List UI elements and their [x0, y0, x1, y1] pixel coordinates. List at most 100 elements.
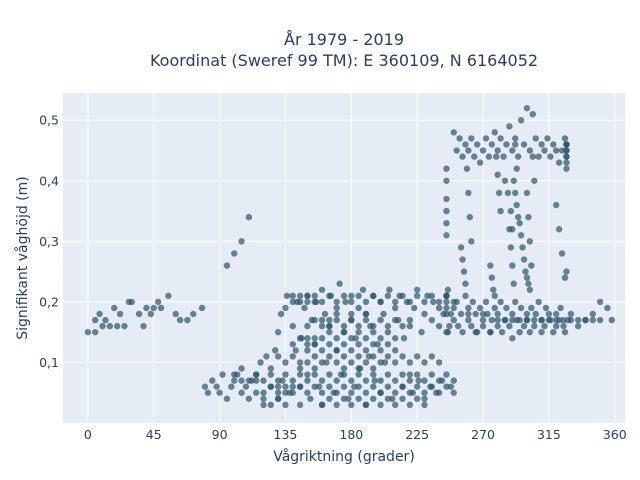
data-point	[526, 238, 534, 245]
data-point	[392, 298, 399, 306]
data-point	[282, 304, 289, 312]
data-point	[479, 310, 487, 318]
data-point	[516, 316, 523, 324]
data-point	[267, 371, 275, 378]
data-point	[500, 153, 507, 160]
data-point	[428, 383, 436, 390]
data-point	[283, 292, 291, 300]
data-point	[321, 310, 329, 318]
data-point	[238, 377, 245, 384]
data-point	[252, 377, 260, 384]
data-point	[362, 377, 370, 384]
data-point	[304, 347, 311, 354]
data-point	[460, 268, 468, 275]
data-point	[541, 147, 548, 154]
data-point	[370, 383, 377, 390]
data-point	[176, 316, 184, 324]
data-point	[450, 129, 457, 136]
data-point	[260, 377, 267, 384]
data-point	[520, 322, 528, 330]
data-point	[443, 310, 450, 318]
data-point	[488, 141, 496, 148]
data-point	[435, 322, 443, 330]
data-point	[370, 371, 377, 378]
data-point	[468, 238, 475, 245]
data-point	[443, 328, 450, 336]
data-point	[340, 292, 348, 300]
data-point	[435, 304, 443, 312]
data-point	[289, 322, 296, 330]
data-point	[453, 147, 460, 154]
data-point	[469, 298, 476, 306]
data-point	[503, 304, 510, 312]
data-point	[216, 389, 223, 396]
data-point	[307, 395, 314, 402]
data-point	[345, 395, 352, 402]
data-point	[567, 310, 575, 318]
data-point	[494, 171, 501, 178]
data-point	[501, 316, 509, 324]
data-point	[342, 298, 349, 306]
data-point	[574, 322, 582, 330]
data-point	[274, 328, 282, 336]
data-point	[333, 310, 340, 318]
data-point	[323, 359, 330, 366]
data-point	[377, 389, 384, 396]
data-point	[296, 365, 304, 372]
data-point	[501, 177, 509, 184]
data-point	[471, 153, 478, 160]
y-tick-label: 0,3	[39, 234, 59, 249]
data-point	[399, 322, 406, 330]
data-point	[532, 310, 539, 318]
data-point	[355, 322, 362, 330]
x-tick-label: 45	[146, 427, 162, 442]
data-point	[582, 316, 589, 324]
data-point	[274, 377, 282, 384]
data-point	[260, 401, 267, 409]
data-point	[245, 213, 253, 221]
data-point	[340, 353, 348, 360]
data-point	[326, 371, 333, 378]
data-point	[450, 316, 457, 324]
x-tick-label: 225	[405, 427, 429, 442]
data-point	[326, 341, 333, 348]
data-point	[336, 280, 343, 287]
data-point	[91, 316, 99, 324]
data-point	[96, 310, 103, 318]
data-point	[522, 268, 529, 275]
data-point	[359, 286, 367, 293]
data-point	[399, 292, 406, 300]
data-point	[140, 322, 147, 330]
data-point	[473, 141, 481, 148]
data-point	[443, 304, 450, 312]
data-point	[274, 395, 282, 402]
data-point	[352, 335, 359, 342]
data-point	[462, 292, 469, 300]
data-point	[267, 383, 275, 390]
data-point	[485, 153, 493, 160]
data-point	[418, 328, 425, 336]
data-point	[311, 341, 318, 348]
data-point	[488, 316, 496, 324]
data-point	[421, 377, 428, 384]
x-tick-label: 360	[603, 427, 627, 442]
data-point	[242, 383, 250, 390]
data-point	[315, 383, 323, 390]
data-point	[484, 310, 491, 318]
data-point	[466, 213, 474, 221]
data-point	[421, 298, 428, 306]
data-point	[523, 316, 531, 324]
data-point	[392, 401, 399, 409]
data-point	[377, 316, 384, 324]
data-point	[318, 347, 326, 354]
data-point	[535, 153, 542, 160]
data-point	[311, 353, 318, 360]
data-point	[289, 389, 296, 396]
data-point	[563, 268, 570, 275]
data-point	[333, 377, 340, 384]
data-point	[421, 401, 428, 409]
data-point	[326, 395, 333, 402]
data-point	[272, 347, 279, 354]
data-point	[296, 401, 304, 409]
